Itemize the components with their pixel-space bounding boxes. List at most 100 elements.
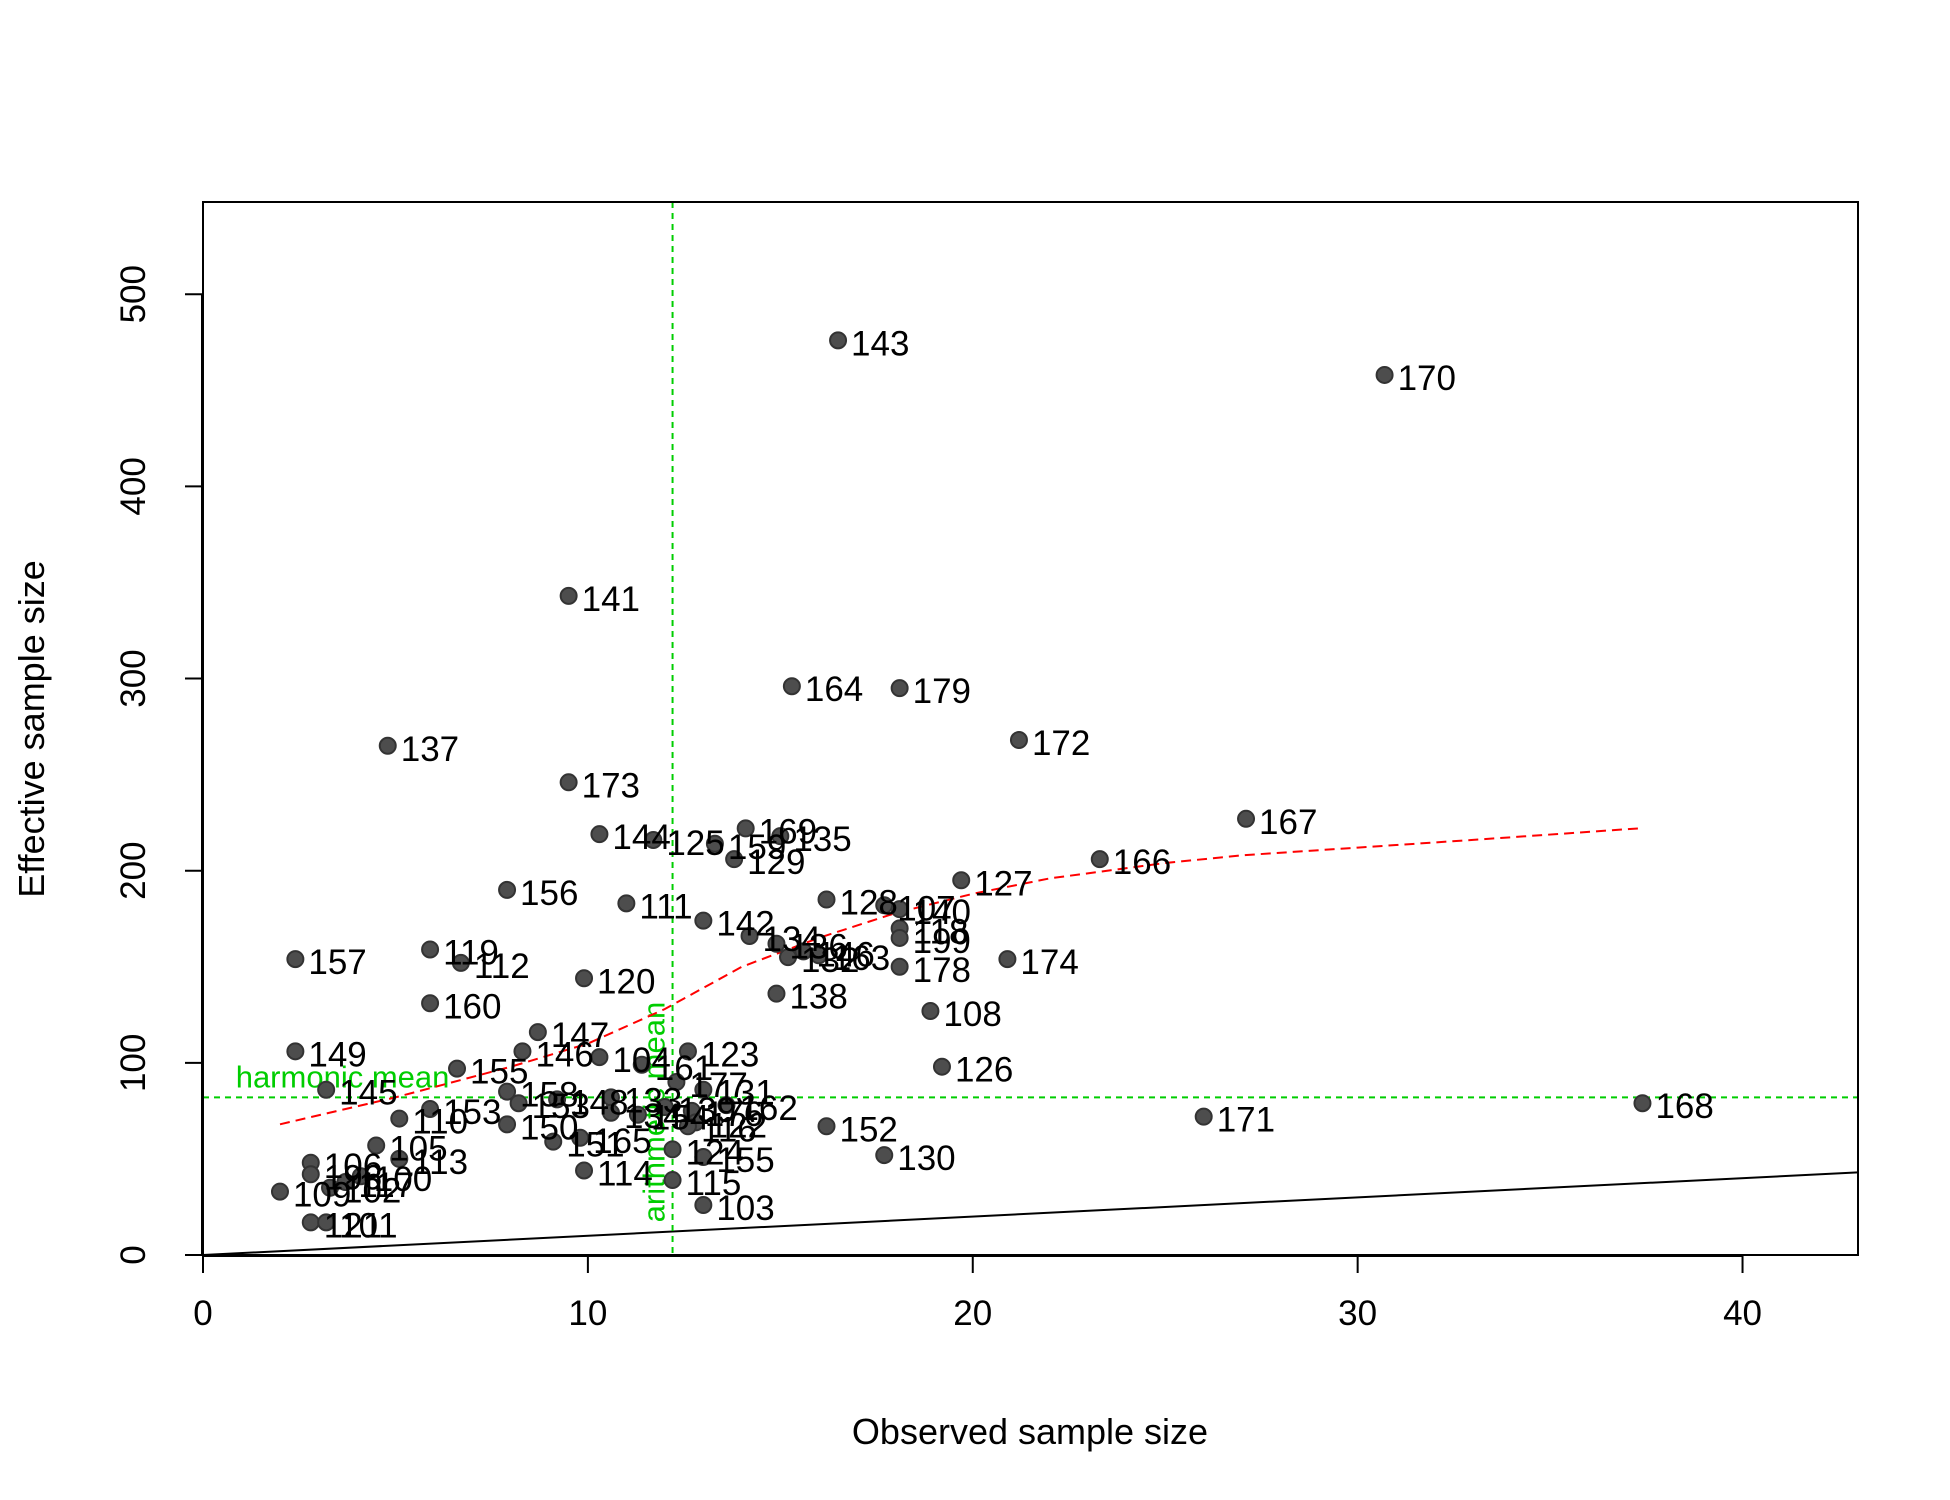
data-point-label: 111 [639,887,692,926]
data-point-label: 100 [374,1160,432,1199]
data-point [286,1042,305,1061]
y-tick-label: 100 [114,1034,153,1092]
data-point [890,679,909,698]
data-point-label: 199 [913,922,971,961]
data-point-label: 133 [624,1081,682,1120]
data-point-label: 147 [551,1016,609,1055]
data-point [317,1213,336,1232]
data-point-label: 109 [293,1176,351,1215]
data-point-label: 123 [701,1035,759,1074]
data-point [890,900,909,919]
data-point-label: 119 [443,933,499,972]
data-point-label: 172 [1032,724,1090,763]
data-point-label: 127 [974,864,1032,903]
data-point-label: 153 [443,1093,501,1132]
data-point-label: 120 [597,962,655,1001]
data-point-label: 150 [520,1108,578,1147]
data-point-label: 124 [686,1133,744,1172]
y-tick-label: 300 [114,649,153,707]
data-point [817,890,836,909]
data-point [336,1172,355,1191]
data-point [644,830,663,849]
data-point [809,946,828,965]
data-point [270,1182,289,1201]
data-point [875,1146,894,1165]
harmonic-mean-label: harmonic mean [236,1059,450,1094]
data-point-label: 141 [582,580,640,619]
data-point [890,928,909,947]
data-point-label: 154 [651,1099,709,1138]
data-point [367,1136,386,1155]
data-point [421,940,440,959]
data-point [667,1073,686,1092]
x-axis: 0 10 20 30 40 [193,1255,1762,1333]
data-point [1009,731,1028,750]
data-point [351,1167,370,1186]
data-point [632,1055,651,1074]
data-point [1194,1107,1213,1126]
x-tick-label: 10 [568,1294,607,1333]
data-point [952,871,971,890]
identity-line [202,1171,1859,1256]
data-point [1090,850,1109,869]
y-tick-label: 200 [114,841,153,899]
data-point [528,1023,547,1042]
data-point-label: 158 [520,1076,578,1115]
y-tick-label: 400 [114,457,153,515]
data-point-label: 138 [789,978,847,1017]
data-point [601,1103,620,1122]
data-point [740,927,759,946]
data-point [694,911,713,930]
data-point-label: 112 [474,947,530,986]
data-point-label: 107 [897,889,955,928]
data-point-label: 157 [308,943,366,982]
data-point [678,1117,697,1136]
data-point [590,1048,609,1067]
data-point-label: 104 [612,1041,670,1080]
data-point-label: 139 [678,1091,736,1130]
data-point-label: 196 [324,1158,382,1197]
data-point-label: 160 [443,987,501,1026]
data-point [317,1080,336,1099]
data-point-label: 152 [840,1110,898,1149]
data-point [1375,365,1394,384]
data-point [498,880,517,899]
data-point-label: 115 [686,1164,742,1203]
data-point [1237,809,1256,828]
data-point-label: 128 [840,884,898,923]
data-point [998,950,1017,969]
x-tick-label: 40 [1723,1294,1762,1333]
data-point [767,934,786,953]
data-point [559,586,578,605]
data-point-label: 143 [851,324,909,363]
data-point [890,957,909,976]
data-point-label: 179 [913,672,971,711]
data-point-label: 176 [705,1095,763,1134]
data-point-label: 129 [747,843,805,882]
data-point [705,834,724,853]
data-point [694,1196,713,1215]
data-point [421,1099,440,1118]
data-point [448,1059,467,1078]
data-point [779,948,798,967]
data-point [301,1213,320,1232]
data-point-label: 102 [343,1172,401,1211]
data-point-label: 170 [1398,359,1456,398]
data-point [663,1140,682,1159]
data-point [717,1096,736,1115]
data-point-label: 106 [324,1147,382,1186]
data-point-label: 134 [624,1097,682,1136]
data-point-label: 155 [470,1053,528,1092]
data-point [575,969,594,988]
y-axis: 0 100 200 300 400 500 [114,265,203,1265]
data-point-label: 113 [412,1143,468,1182]
x-axis-title: Observed sample size [852,1411,1208,1452]
data-point-label: 140 [913,893,971,932]
data-point-label: 146 [535,1035,593,1074]
data-point [321,1178,340,1197]
data-point [509,1094,528,1113]
data-point [782,677,801,696]
data-point-label: 168 [1655,1087,1713,1126]
